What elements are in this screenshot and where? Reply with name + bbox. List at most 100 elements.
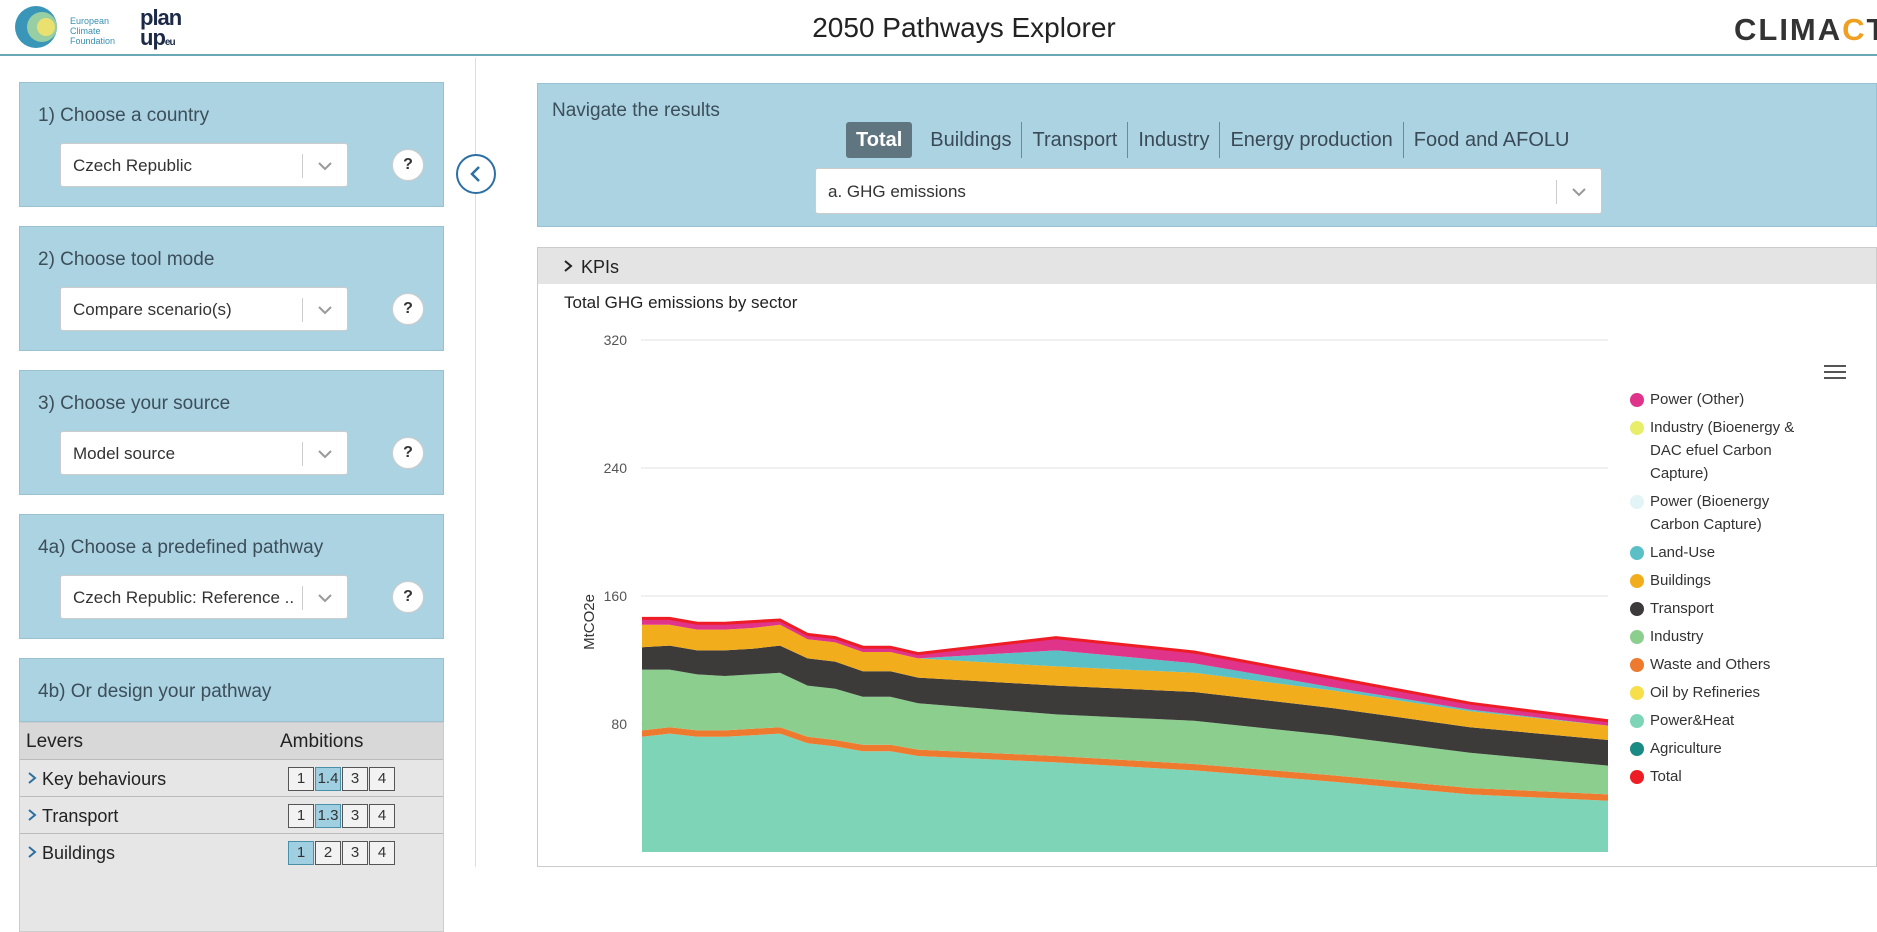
tab-food-and-afolu[interactable]: Food and AFOLU <box>1413 129 1570 151</box>
ambition-level-button[interactable]: 4 <box>369 804 395 828</box>
area-land-use[interactable] <box>642 624 1608 726</box>
tab-buildings[interactable]: Buildings <box>920 122 1023 158</box>
chevron-left-icon <box>470 166 480 182</box>
pathway-select[interactable]: Czech Republic: Reference ... <box>60 575 348 619</box>
ambition-level-button[interactable]: 1.4 <box>315 767 341 791</box>
left-panel: 1) Choose a country Czech Republic ? 2) … <box>0 58 496 932</box>
y-tick-label: 320 <box>604 332 628 348</box>
legend-item[interactable]: Industry <box>1630 625 1820 648</box>
chevron-right-icon <box>28 809 37 821</box>
chart-menu-icon[interactable] <box>1824 364 1846 380</box>
total-line[interactable] <box>642 616 1609 723</box>
legend-swatch <box>1630 770 1644 784</box>
ambitions-header: Ambitions <box>280 731 364 752</box>
area-buildings[interactable] <box>642 624 1608 740</box>
legend-label: Oil by Refineries <box>1650 684 1761 701</box>
ambition-level-button[interactable]: 4 <box>369 841 395 865</box>
climact-logo: CLIMACT <box>1734 12 1877 47</box>
chevron-down-icon <box>318 162 332 171</box>
area-waste-and-others[interactable] <box>642 727 1608 801</box>
legend-item[interactable]: Industry (Bioenergy & DAC efuel Carbon C… <box>1630 416 1820 485</box>
legend-item[interactable]: Oil by Refineries <box>1630 681 1820 704</box>
planup-logo: plan upeu <box>140 5 182 50</box>
legend-item[interactable]: Power (Bioenergy Carbon Capture) <box>1630 490 1820 536</box>
legend-item[interactable]: Total <box>1630 765 1820 788</box>
legend-label: Total <box>1650 768 1682 785</box>
area-power-heat[interactable] <box>642 733 1608 852</box>
country-select[interactable]: Czech Republic <box>60 143 348 187</box>
legend-swatch <box>1630 574 1644 588</box>
ambition-level-button[interactable]: 1 <box>288 804 314 828</box>
lever-row[interactable]: Buildings 1 2 3 4 <box>20 833 443 870</box>
page-title: 2050 Pathways Explorer <box>812 12 1116 43</box>
ambition-level-button[interactable]: 3 <box>342 804 368 828</box>
select-separator <box>302 442 303 466</box>
legend-item[interactable]: Land-Use <box>1630 541 1820 564</box>
kpi-label: KPIs <box>581 257 620 277</box>
legend-item[interactable]: Power (Other) <box>1630 388 1820 411</box>
lever-label: Key behaviours <box>42 769 167 789</box>
pathway-help-button[interactable]: ? <box>392 581 424 613</box>
area-transport[interactable] <box>642 645 1608 766</box>
legend-item[interactable]: Buildings <box>1630 569 1820 592</box>
legend-swatch <box>1630 546 1644 560</box>
country-select-value: Czech Republic <box>73 156 193 175</box>
legend-swatch <box>1630 714 1644 728</box>
ambition-level-button[interactable]: 1 <box>288 841 314 865</box>
navigate-results-panel: Navigate the results Total Buildings Trans… <box>537 83 1877 227</box>
source-title: 3) Choose your source <box>38 393 231 414</box>
kpi-toggle[interactable]: KPIs <box>538 248 1876 284</box>
indicator-select[interactable]: a. GHG emissions <box>815 168 1602 214</box>
legend-label: Buildings <box>1650 572 1711 589</box>
lever-label: Transport <box>42 806 119 826</box>
legend-item[interactable]: Agriculture <box>1630 737 1820 760</box>
legend-item[interactable]: Waste and Others <box>1630 653 1820 676</box>
mode-select-value: Compare scenario(s) <box>73 300 232 319</box>
ambition-level-button[interactable]: 4 <box>369 767 395 791</box>
design-card: 4b) Or design your pathway <box>19 658 444 722</box>
chart-legend: Power (Other) Industry (Bioenergy & DAC e… <box>1630 388 1820 793</box>
select-separator <box>1556 180 1557 204</box>
levers-header: Levers <box>26 731 84 752</box>
lever-row[interactable]: Transport 1 1.3 3 4 <box>20 796 443 833</box>
tab-energy-production[interactable]: Energy production <box>1220 122 1404 158</box>
legend-label: Industry (Bioenergy & DAC efuel Carbon C… <box>1650 419 1795 482</box>
legend-label: Power (Bioenergy Carbon Capture) <box>1650 493 1770 533</box>
chevron-down-icon <box>1572 188 1586 197</box>
select-separator <box>302 154 303 178</box>
legend-label: Power (Other) <box>1650 391 1745 408</box>
mode-select[interactable]: Compare scenario(s) <box>60 287 348 331</box>
ambition-level-button[interactable]: 3 <box>342 841 368 865</box>
source-help-button[interactable]: ? <box>392 437 424 469</box>
navigate-results-label: Navigate the results <box>552 100 720 121</box>
lever-row[interactable]: Key behaviours 1 1.4 3 4 <box>20 759 443 796</box>
tab-transport[interactable]: Transport <box>1022 122 1129 158</box>
country-title: 1) Choose a country <box>38 105 210 126</box>
legend-swatch <box>1630 630 1644 644</box>
select-separator <box>302 586 303 610</box>
legend-item[interactable]: Transport <box>1630 597 1820 620</box>
area-industry[interactable] <box>642 669 1608 795</box>
ecf-logo-text: European Climate Foundation <box>70 16 116 46</box>
y-tick-label: 240 <box>604 460 628 476</box>
chevron-right-icon <box>28 846 37 858</box>
y-axis-label: MtCO2e <box>581 594 598 650</box>
mode-help-button[interactable]: ? <box>392 293 424 325</box>
ambition-level-button[interactable]: 2 <box>315 841 341 865</box>
country-help-button[interactable]: ? <box>392 149 424 181</box>
source-select[interactable]: Model source <box>60 431 348 475</box>
chart-title: Total GHG emissions by sector <box>564 293 798 312</box>
legend-label: Waste and Others <box>1650 656 1771 673</box>
mode-title: 2) Choose tool mode <box>38 249 215 270</box>
collapse-sidebar-button[interactable] <box>456 154 496 194</box>
legend-label: Agriculture <box>1650 740 1722 757</box>
levers-table-header: Levers Ambitions <box>20 723 443 759</box>
tab-total[interactable]: Total <box>846 122 913 158</box>
legend-item[interactable]: Power&Heat <box>1630 709 1820 732</box>
tab-industry[interactable]: Industry <box>1128 122 1221 158</box>
ambition-level-button[interactable]: 1.3 <box>315 804 341 828</box>
ambition-level-button[interactable]: 3 <box>342 767 368 791</box>
pathway-card: 4a) Choose a predefined pathway Czech Re… <box>19 514 444 639</box>
ambition-level-button[interactable]: 1 <box>288 767 314 791</box>
legend-swatch <box>1630 495 1644 509</box>
